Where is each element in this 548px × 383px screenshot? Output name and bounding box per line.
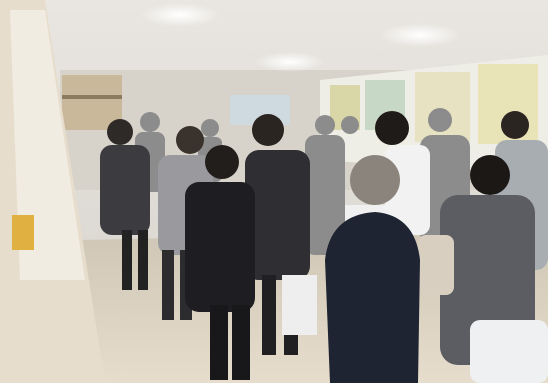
person [100,119,150,290]
ceiling-light [140,3,220,27]
poster-item [12,215,34,250]
person [185,145,255,380]
shelf-board [62,95,122,99]
ceiling-light [380,23,460,47]
foreground-shirt [470,320,548,383]
shelf [62,75,122,130]
person [245,114,317,355]
left-poster [10,10,85,280]
person [325,155,420,383]
ceiling-light [255,52,325,72]
